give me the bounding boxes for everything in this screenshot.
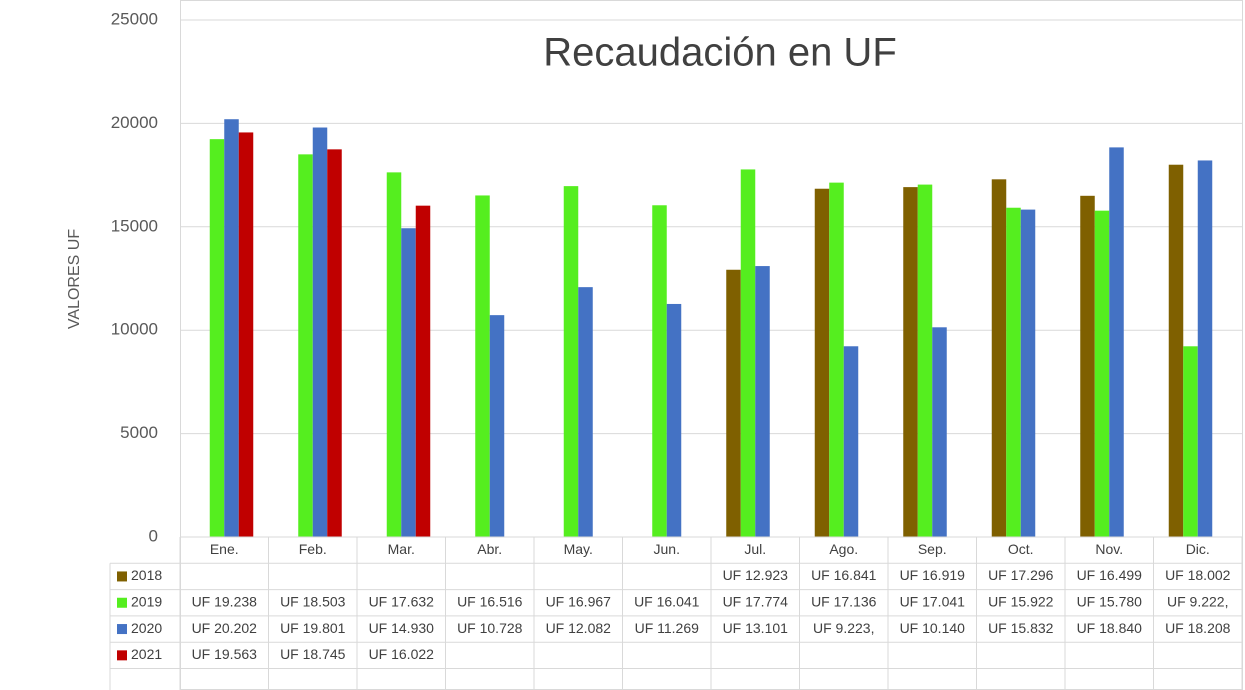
bar bbox=[224, 119, 239, 537]
bar bbox=[755, 266, 770, 537]
bar bbox=[238, 132, 254, 537]
table-value: UF 19.801 bbox=[280, 620, 346, 636]
bar bbox=[1094, 210, 1110, 537]
legend-swatch bbox=[117, 571, 127, 582]
bar bbox=[991, 179, 1007, 537]
legend-swatch bbox=[117, 624, 127, 635]
legend-label: 2021 bbox=[131, 646, 162, 662]
table-value: UF 9.222, bbox=[1167, 593, 1228, 609]
x-tick-label: Ago. bbox=[829, 541, 858, 557]
table-value: UF 10.140 bbox=[900, 620, 966, 636]
bar bbox=[475, 195, 490, 537]
x-tick-label: Mar. bbox=[388, 541, 415, 557]
bar bbox=[917, 184, 933, 538]
x-tick-label: Feb. bbox=[299, 541, 327, 557]
x-tick-label: Ene. bbox=[210, 541, 239, 557]
table-value: UF 20.202 bbox=[192, 620, 258, 636]
bar bbox=[298, 154, 313, 537]
bar bbox=[903, 187, 918, 537]
table-value: UF 17.041 bbox=[900, 593, 966, 609]
x-tick-label: Sep. bbox=[918, 541, 947, 557]
y-tick-label: 10000 bbox=[111, 320, 158, 339]
bar bbox=[1168, 164, 1184, 538]
table-value: UF 17.296 bbox=[988, 567, 1054, 583]
table-value: UF 16.967 bbox=[546, 593, 612, 609]
bar bbox=[1183, 346, 1198, 537]
x-tick-label: Nov. bbox=[1095, 541, 1123, 557]
table-value: UF 18.840 bbox=[1077, 620, 1143, 636]
table-value: UF 15.922 bbox=[988, 593, 1054, 609]
x-tick-label: Jun. bbox=[654, 541, 680, 557]
table-value: UF 13.101 bbox=[723, 620, 789, 636]
table-value: UF 16.499 bbox=[1077, 567, 1143, 583]
y-tick-label: 15000 bbox=[111, 216, 158, 235]
table-value: UF 9.223, bbox=[813, 620, 874, 636]
bar bbox=[415, 205, 431, 537]
table-value: UF 16.041 bbox=[634, 593, 700, 609]
x-tick-label: Jul. bbox=[744, 541, 766, 557]
bar bbox=[814, 188, 830, 537]
table-value: UF 16.516 bbox=[457, 593, 523, 609]
bar bbox=[1020, 209, 1036, 537]
table-value: UF 17.632 bbox=[369, 593, 435, 609]
bar bbox=[563, 186, 579, 537]
table-value: UF 17.136 bbox=[811, 593, 877, 609]
bar bbox=[652, 205, 667, 537]
x-tick-label: Dic. bbox=[1186, 541, 1210, 557]
table-value: UF 18.503 bbox=[280, 593, 346, 609]
bar bbox=[1109, 147, 1124, 537]
bar bbox=[1080, 195, 1095, 538]
table-value: UF 18.208 bbox=[1165, 620, 1231, 636]
bar bbox=[489, 315, 505, 537]
bar bbox=[1006, 207, 1021, 538]
y-tick-label: 5000 bbox=[120, 423, 158, 442]
y-axis-label: VALORES UF bbox=[66, 229, 83, 329]
table-value: UF 16.919 bbox=[900, 567, 966, 583]
bar bbox=[932, 327, 947, 537]
x-tick-label: Abr. bbox=[477, 541, 502, 557]
y-tick-label: 25000 bbox=[111, 9, 158, 28]
bar bbox=[312, 127, 328, 537]
legend-label: 2019 bbox=[131, 593, 162, 609]
table-value: UF 12.082 bbox=[546, 620, 612, 636]
table-value: UF 18.002 bbox=[1165, 567, 1231, 583]
table-value: UF 16.022 bbox=[369, 646, 435, 662]
bar bbox=[666, 303, 682, 537]
legend-swatch bbox=[117, 650, 127, 661]
bar bbox=[209, 139, 225, 538]
legend-label: 2020 bbox=[131, 620, 162, 636]
table-value: UF 12.923 bbox=[723, 567, 789, 583]
bar bbox=[1197, 160, 1213, 537]
table-value: UF 19.563 bbox=[192, 646, 258, 662]
table-value: UF 15.832 bbox=[988, 620, 1054, 636]
bar bbox=[843, 346, 859, 537]
table-value: UF 15.780 bbox=[1077, 593, 1143, 609]
bar bbox=[401, 228, 416, 537]
table-value: UF 10.728 bbox=[457, 620, 523, 636]
legend-label: 2018 bbox=[131, 567, 162, 583]
y-tick-label: 0 bbox=[149, 526, 158, 545]
table-value: UF 16.841 bbox=[811, 567, 877, 583]
chart-title: Recaudación en UF bbox=[543, 31, 897, 75]
bar bbox=[726, 269, 741, 537]
bar bbox=[829, 182, 844, 538]
bar bbox=[578, 287, 593, 537]
bar bbox=[327, 149, 342, 537]
table-value: UF 17.774 bbox=[723, 593, 789, 609]
table-value: UF 18.745 bbox=[280, 646, 346, 662]
x-tick-label: May. bbox=[564, 541, 593, 557]
y-tick-label: 20000 bbox=[111, 113, 158, 132]
table-value: UF 11.269 bbox=[635, 620, 700, 636]
legend-swatch bbox=[117, 597, 127, 608]
bar bbox=[386, 172, 402, 537]
bar bbox=[740, 169, 756, 537]
table-value: UF 14.930 bbox=[369, 620, 435, 636]
table-value: UF 19.238 bbox=[192, 593, 258, 609]
x-tick-label: Oct. bbox=[1008, 541, 1034, 557]
